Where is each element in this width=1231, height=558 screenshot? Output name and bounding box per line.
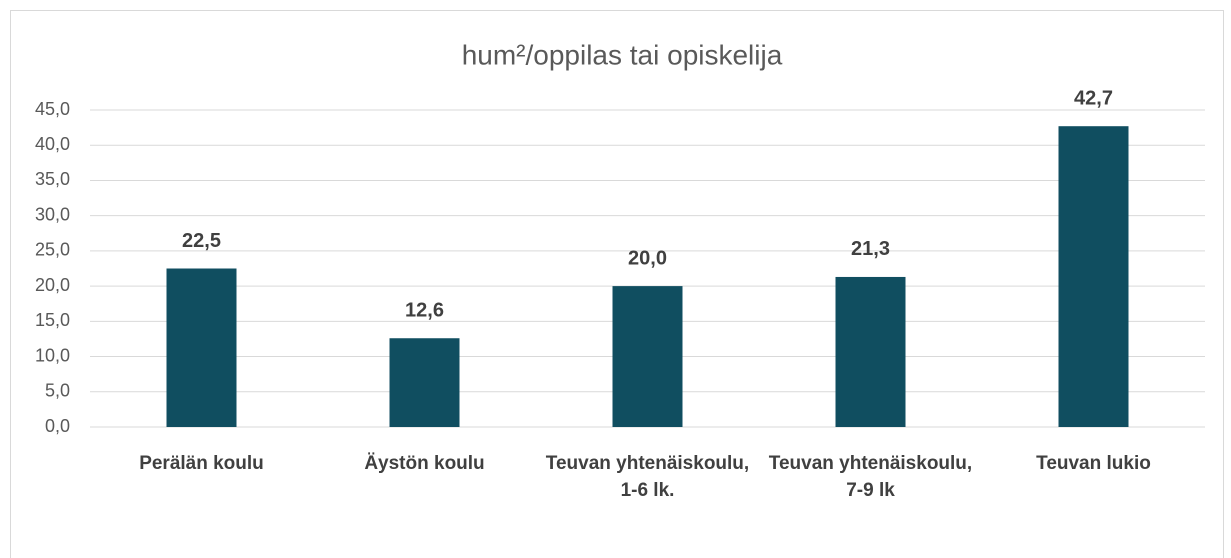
y-tick-label: 10,0 xyxy=(35,345,70,365)
bar xyxy=(166,268,237,427)
data-label: 21,3 xyxy=(851,238,890,260)
data-label: 20,0 xyxy=(628,247,667,269)
y-tick-label: 45,0 xyxy=(35,99,70,119)
y-tick-label: 5,0 xyxy=(45,381,70,401)
y-tick-label: 20,0 xyxy=(35,275,70,295)
bar xyxy=(612,286,683,427)
x-tick-label: Teuvan yhtenäiskoulu, 1-6 lk. xyxy=(545,453,750,501)
y-tick-label: 25,0 xyxy=(35,240,70,260)
bar xyxy=(1058,126,1129,428)
y-tick-label: 0,0 xyxy=(45,416,70,436)
y-tick-label: 15,0 xyxy=(35,310,70,330)
x-tick-label: Äystön koulu xyxy=(364,453,485,474)
y-tick-label: 40,0 xyxy=(35,134,70,154)
data-label: 22,5 xyxy=(182,230,221,252)
x-tick-label: Teuvan lukio xyxy=(1036,453,1151,474)
data-label: 42,7 xyxy=(1074,87,1113,109)
x-tick-label: Teuvan yhtenäiskoulu, 7-9 lk xyxy=(768,453,973,501)
y-tick-label: 30,0 xyxy=(35,204,70,224)
bar xyxy=(389,338,460,427)
bar xyxy=(835,276,906,427)
chart-title: hum²/oppilas tai opiskelija xyxy=(462,39,783,70)
data-label: 12,6 xyxy=(405,300,444,322)
y-tick-label: 35,0 xyxy=(35,169,70,189)
chart-border xyxy=(10,10,1224,558)
x-tick-label: Perälän koulu xyxy=(139,453,264,474)
